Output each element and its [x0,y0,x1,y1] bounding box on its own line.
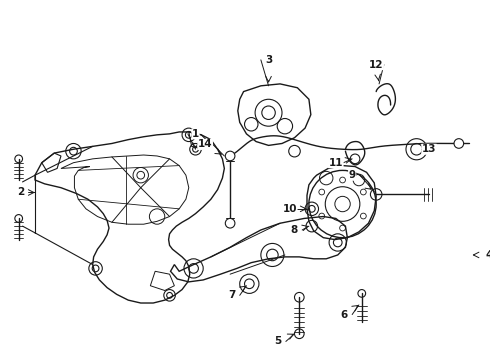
Text: 11: 11 [329,158,343,168]
Text: 6: 6 [341,310,348,320]
Text: 8: 8 [291,225,298,235]
Text: 13: 13 [422,144,436,154]
Text: 4: 4 [486,250,490,260]
Circle shape [289,145,300,157]
Text: 2: 2 [17,188,24,198]
Text: 14: 14 [198,139,213,149]
Text: 7: 7 [228,290,236,300]
Text: 12: 12 [369,60,384,70]
Circle shape [225,219,235,228]
Circle shape [225,151,235,161]
Text: 1: 1 [192,129,199,139]
Text: 9: 9 [348,170,356,180]
Text: 3: 3 [265,55,272,65]
Text: 5: 5 [274,337,282,346]
Text: 10: 10 [282,204,297,214]
Circle shape [454,139,464,148]
